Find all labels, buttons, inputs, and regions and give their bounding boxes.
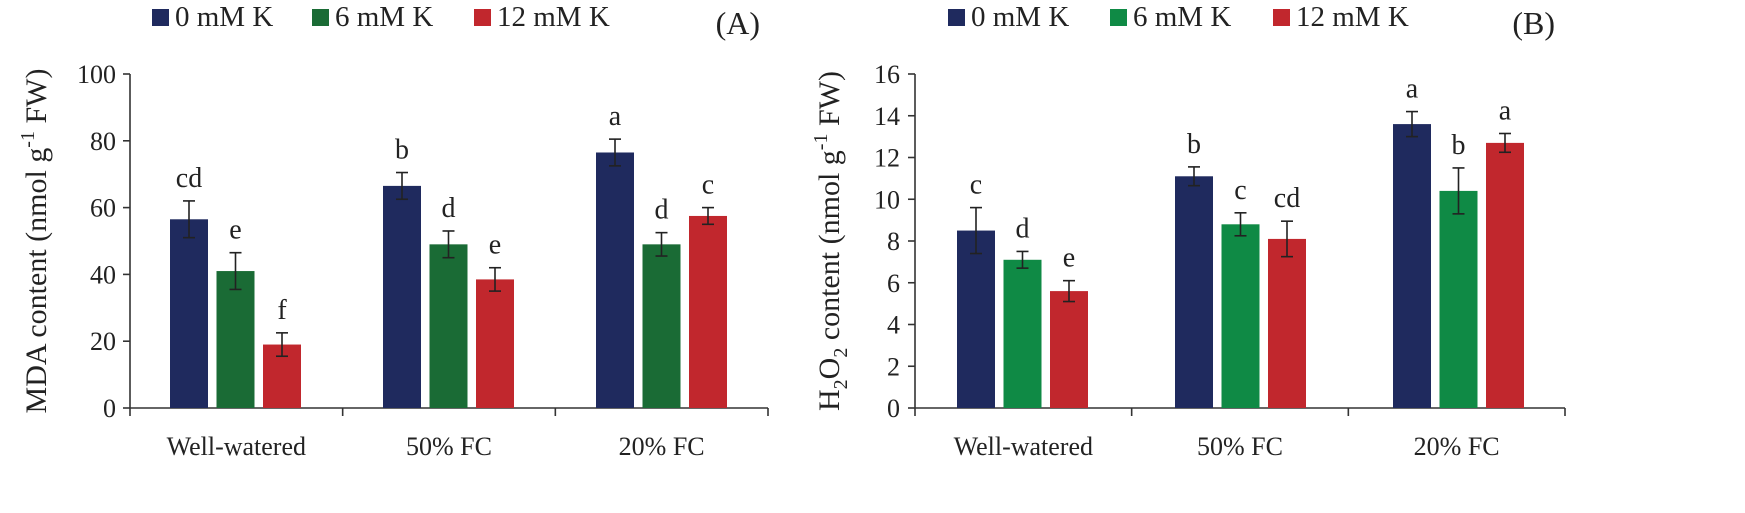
significance-letter: e [489, 230, 501, 261]
panel-b-y-axis-label-sup: -1 [810, 134, 832, 151]
panel-a-mda-chart: 0 mM K 6 mM K 12 mM K (A) MDA content (nmo… [17, 1, 769, 461]
y-tick-label: 6 [887, 269, 900, 298]
y-tick-label: 20 [90, 327, 116, 356]
panel-b-y-axis-label-sub2: 2 [830, 348, 852, 358]
bar [429, 244, 468, 408]
panel-b-y-axis-label-h: H [813, 389, 846, 411]
legend-label: 0 mM K [175, 1, 273, 33]
panel-a-label: (A) [716, 5, 760, 41]
bar [170, 219, 208, 408]
bar [1439, 190, 1478, 408]
panel-a-y-axis-label-end: FW) [20, 69, 53, 132]
bar [1393, 124, 1431, 408]
y-tick-label: 10 [874, 185, 900, 214]
x-category-label: 50% FC [1197, 432, 1283, 461]
legend-label: 0 mM K [971, 1, 1069, 33]
x-category-label: Well-watered [954, 432, 1093, 461]
legend-label: 12 mM K [497, 1, 610, 33]
panel-a-legend: 0 mM K 6 mM K 12 mM K [152, 1, 610, 33]
y-tick-label: 12 [874, 144, 900, 173]
panel-b-y-axis-label-sub1: 2 [830, 379, 852, 389]
y-tick-label: 2 [887, 352, 900, 381]
x-category-label: Well-watered [167, 432, 306, 461]
legend-label: 12 mM K [1296, 1, 1409, 33]
significance-letter: f [277, 295, 287, 326]
panel-b-y-axis-label-main: content (nmol g [813, 150, 846, 347]
x-category-label: 50% FC [406, 432, 492, 461]
legend-swatch [312, 9, 329, 26]
y-tick-label: 8 [887, 227, 900, 256]
y-tick-label: 60 [90, 194, 116, 223]
panel-b-label: (B) [1512, 5, 1555, 41]
legend-swatch [474, 9, 491, 26]
panel-a-axes: 0 20 40 60 80 100 Well-watered 50% FC 20% FC [77, 60, 769, 461]
y-tick-label: 4 [887, 311, 900, 340]
y-tick-label: 14 [874, 102, 900, 131]
significance-letter: e [1063, 243, 1075, 274]
bar [642, 244, 681, 408]
legend-swatch [1273, 9, 1290, 26]
x-category-label: 20% FC [619, 432, 705, 461]
bar [216, 271, 255, 408]
panel-a-bars: cd b a e d d f e c [170, 101, 727, 408]
panel-b-y-axis-label-o: O [813, 358, 846, 380]
bar [1268, 238, 1306, 408]
panel-a-y-axis-label-main: MDA content (nmol g [20, 148, 53, 414]
significance-letter: b [1187, 129, 1201, 160]
significance-letter: a [609, 101, 622, 132]
significance-letter: d [1016, 213, 1030, 244]
significance-letter: cd [1274, 183, 1300, 214]
y-tick-label: 0 [103, 394, 116, 423]
y-tick-label: 0 [887, 394, 900, 423]
panel-b-y-axis-label-end: FW) [813, 71, 846, 134]
bar [1003, 259, 1042, 408]
x-category-label: 20% FC [1414, 432, 1500, 461]
y-tick-label: 16 [874, 60, 900, 89]
panel-b-legend: 0 mM K 6 mM K 12 mM K [948, 1, 1409, 33]
bar [596, 152, 634, 408]
legend-label: 6 mM K [1133, 1, 1231, 33]
panel-b-bars: c b a d c b e cd a [957, 74, 1524, 408]
bar [1050, 291, 1088, 408]
bar [1175, 176, 1213, 408]
significance-letter: cd [176, 163, 202, 194]
significance-letter: e [229, 215, 241, 246]
bar [1221, 224, 1260, 408]
bar [476, 279, 514, 408]
panel-a-y-axis-label-sup: -1 [17, 131, 39, 148]
bar [689, 215, 727, 408]
panel-b-axes: 0 2 4 6 8 10 12 14 16 Well-watered 50% FC 20% FC [874, 60, 1566, 461]
bar [1486, 142, 1524, 408]
bar [957, 230, 995, 408]
y-tick-label: 100 [77, 60, 116, 89]
legend-label: 6 mM K [335, 1, 433, 33]
legend-swatch [1110, 9, 1127, 26]
y-tick-label: 40 [90, 260, 116, 289]
panel-b-y-axis-label: H2O2 content (nmol g-1 FW) [810, 71, 852, 411]
significance-letter: a [1499, 95, 1512, 126]
panel-a-y-axis-label: MDA content (nmol g-1 FW) [17, 69, 53, 414]
significance-letter: a [1406, 74, 1419, 105]
bar [383, 185, 421, 408]
legend-swatch [152, 9, 169, 26]
significance-letter: d [442, 193, 456, 224]
significance-letter: c [702, 170, 714, 201]
significance-letter: b [395, 135, 409, 166]
significance-letter: c [970, 170, 982, 201]
significance-letter: d [655, 195, 669, 226]
significance-letter: c [1234, 175, 1246, 206]
y-tick-label: 80 [90, 127, 116, 156]
significance-letter: b [1452, 130, 1466, 161]
legend-swatch [948, 9, 965, 26]
